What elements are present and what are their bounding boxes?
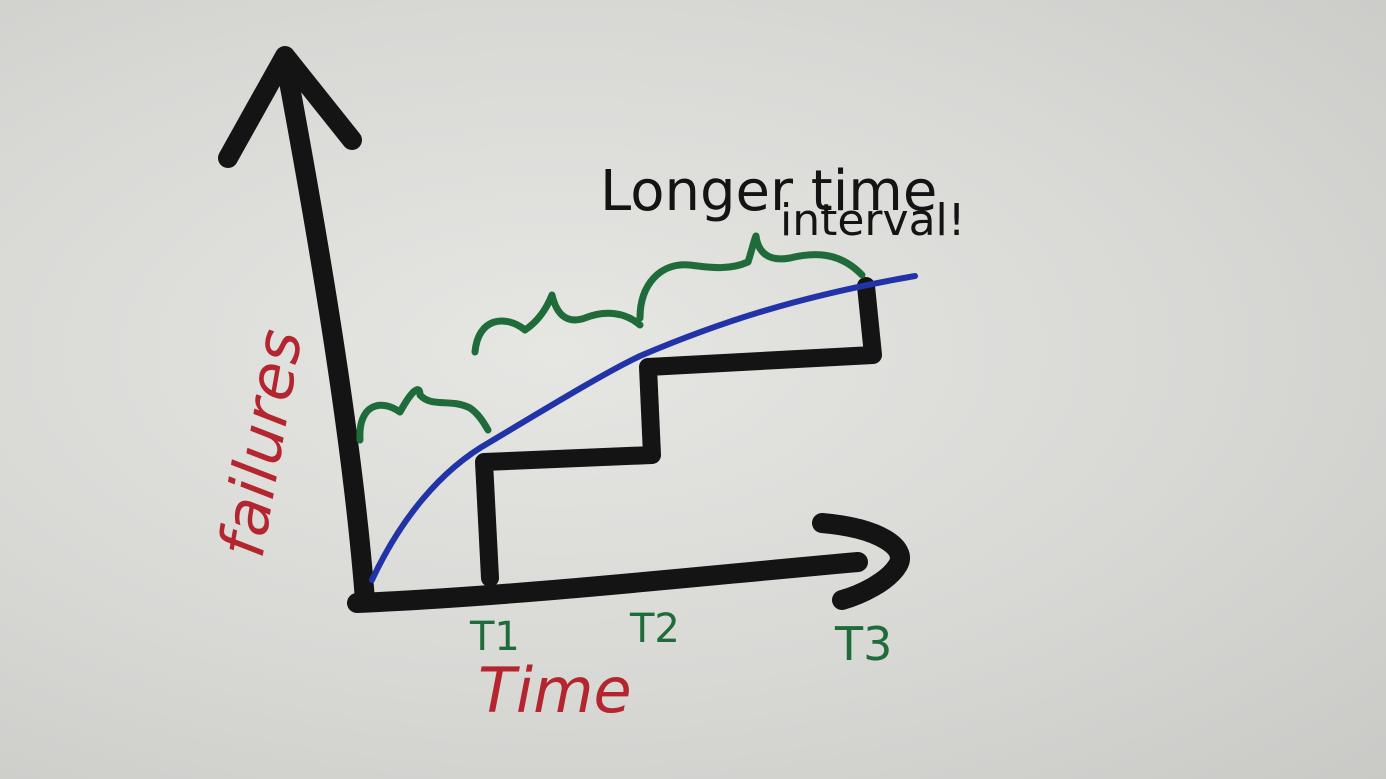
annotation-line-1: Longer time	[600, 159, 937, 224]
tick-label-t3: T3	[834, 617, 892, 671]
tick-label-t1: T1	[469, 614, 520, 660]
y-axis-label: failures	[205, 324, 317, 563]
brace-1	[356, 386, 492, 444]
failure-staircase	[475, 277, 882, 587]
x-axis-label: Time	[478, 654, 632, 727]
interval-braces	[356, 232, 866, 444]
brace-2	[471, 291, 644, 356]
annotation-line-2: interval!	[780, 195, 965, 246]
brace-3	[636, 232, 866, 322]
y-axis	[218, 46, 375, 610]
tick-label-t2: T2	[629, 606, 680, 652]
cumulative-curve	[369, 273, 918, 583]
x-axis	[347, 513, 910, 613]
